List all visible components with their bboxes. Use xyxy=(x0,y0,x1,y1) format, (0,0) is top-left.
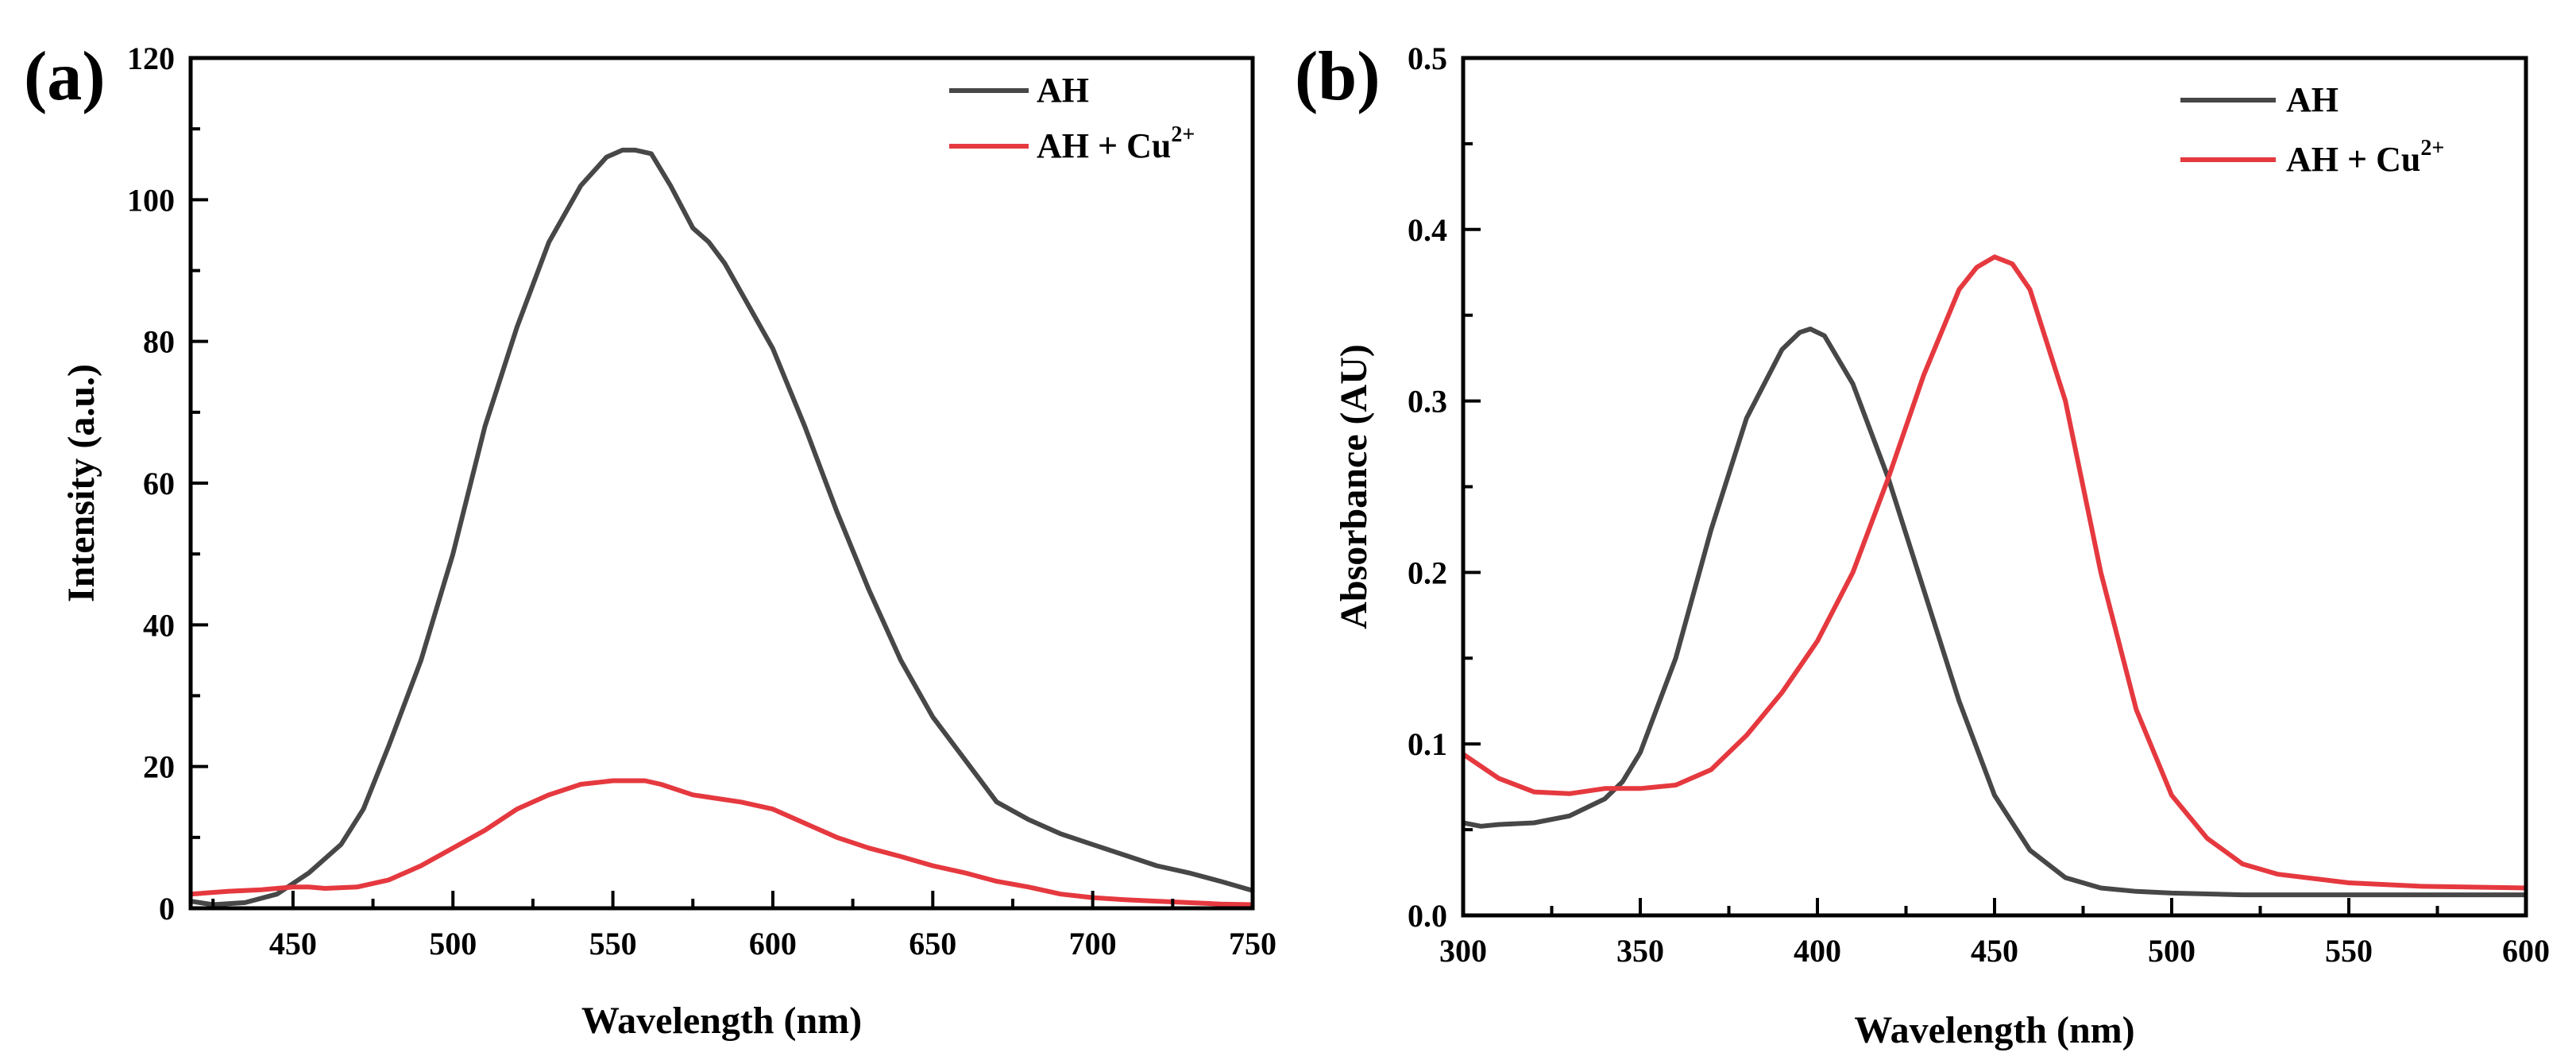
x-tick-label: 450 xyxy=(269,926,317,961)
x-tick-label: 550 xyxy=(589,926,637,961)
x-tick-label: 650 xyxy=(909,926,956,961)
x-tick-label: 600 xyxy=(749,926,797,961)
y-tick-label: 0.5 xyxy=(1408,41,1447,76)
legend-label-ah: AH xyxy=(2286,80,2338,119)
y-tick-label: 20 xyxy=(143,749,175,785)
legend: AH AH + Cu2+ xyxy=(2180,80,2444,179)
y-tick-label: 0.4 xyxy=(1408,212,1447,248)
y-tick-label: 0.3 xyxy=(1408,384,1447,420)
y-axis-title: Intensity (a.u.) xyxy=(60,364,102,602)
chart-panel-a: (a) 450 500 550 600 650 700 750 0 20 40 60 80 100 120 W… xyxy=(24,38,1276,1042)
chart-panel-b: (b) 300 350 400 450 500 550 600 0.0 0.1 0.2 0.3 0.4 0… xyxy=(1295,38,2550,1051)
x-tick-label: 550 xyxy=(2325,933,2373,969)
y-tick-label: 0.0 xyxy=(1408,898,1447,934)
x-tick-label: 300 xyxy=(1439,933,1487,969)
y-tick-label: 80 xyxy=(143,324,175,360)
series-line-ah-cu xyxy=(191,778,1253,907)
y-tick-label: 60 xyxy=(143,466,175,501)
x-tick-label: 750 xyxy=(1229,926,1276,961)
legend-label-ah-cu: AH + Cu2+ xyxy=(1037,122,1195,165)
x-tick-label: 450 xyxy=(1971,933,2018,969)
legend-label-ah-cu: AH + Cu2+ xyxy=(2286,136,2444,179)
x-tick-label: 500 xyxy=(2148,933,2196,969)
y-tick-label: 100 xyxy=(127,182,175,218)
series-line-ah xyxy=(1463,327,2526,898)
y-tick-label: 0.1 xyxy=(1408,726,1447,762)
x-tick-label: 400 xyxy=(1794,933,1841,969)
legend-label-ah: AH xyxy=(1037,71,1089,110)
y-tick-label: 40 xyxy=(143,607,175,643)
x-tick-label: 600 xyxy=(2502,933,2550,969)
series-line-ah-cu xyxy=(1463,254,2526,891)
x-tick-label: 500 xyxy=(429,926,477,961)
panel-label: (b) xyxy=(1295,38,1381,115)
series-line-ah xyxy=(191,147,1253,907)
legend: AH AH + Cu2+ xyxy=(949,71,1195,165)
y-tick-label: 120 xyxy=(127,41,175,76)
plot-frame xyxy=(188,56,1255,911)
y-tick-label: 0.2 xyxy=(1408,555,1447,590)
x-tick-label: 700 xyxy=(1069,926,1117,961)
y-axis-title: Absorbance (AU) xyxy=(1333,344,1375,629)
y-tick-label: 0 xyxy=(159,891,175,927)
x-tick-label: 350 xyxy=(1616,933,1664,969)
panel-label: (a) xyxy=(24,38,106,115)
x-axis-title: Wavelength (nm) xyxy=(581,1000,862,1042)
x-axis-title: Wavelength (nm) xyxy=(1854,1009,2134,1051)
